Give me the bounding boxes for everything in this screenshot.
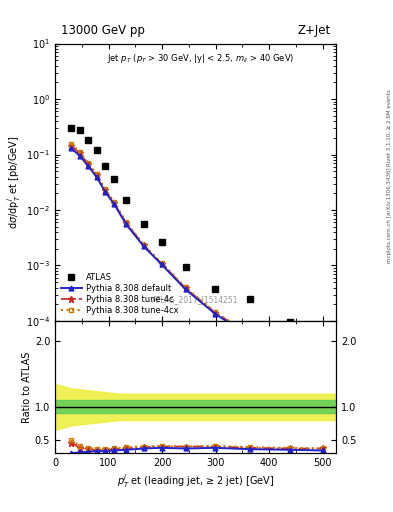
Pythia 8.308 tune-4cx [141,242,146,248]
Text: Z+Jet: Z+Jet [297,24,331,36]
Pythia 8.308 tune-4cx [94,171,99,177]
Text: mcplots.cern.ch [arXiv:1306.3436]: mcplots.cern.ch [arXiv:1306.3436] [387,167,392,263]
Pythia 8.308 tune-4cx [112,199,116,205]
Text: Jet $p_T$ ($p_T$ > 30 GeV, |y| < 2.5, $m_{ll}$ > 40 GeV): Jet $p_T$ ($p_T$ > 30 GeV, |y| < 2.5, $m… [107,52,295,65]
Pythia 8.308 default [94,174,99,180]
Pythia 8.308 tune-4c [77,150,82,156]
Pythia 8.308 tune-4cx [86,160,90,166]
Pythia 8.308 tune-4c [112,200,116,206]
Pythia 8.308 tune-4c [86,161,90,167]
Pythia 8.308 default [103,189,108,195]
Line: Pythia 8.308 tune-4cx: Pythia 8.308 tune-4cx [69,141,325,360]
Pythia 8.308 tune-4cx [183,284,188,290]
Pythia 8.308 tune-4cx [69,141,73,147]
Pythia 8.308 tune-4c [183,285,188,291]
Pythia 8.308 default [112,201,116,207]
Pythia 8.308 default [320,357,325,363]
Pythia 8.308 tune-4c [94,173,99,179]
Pythia 8.308 tune-4c [103,187,108,193]
ATLAS [288,319,292,325]
ATLAS [124,197,129,203]
Pythia 8.308 default [69,145,73,151]
Pythia 8.308 default [183,286,188,292]
Pythia 8.308 tune-4cx [288,350,292,356]
Text: 13000 GeV pp: 13000 GeV pp [61,24,145,36]
Text: Rivet 3.1.10, ≥ 2.6M events: Rivet 3.1.10, ≥ 2.6M events [387,90,392,166]
Pythia 8.308 tune-4c [320,354,325,360]
Pythia 8.308 default [124,221,129,227]
Pythia 8.308 tune-4cx [103,186,108,193]
Pythia 8.308 tune-4c [69,142,73,148]
Pythia 8.308 default [248,333,252,339]
ATLAS [213,286,217,292]
Pythia 8.308 tune-4c [159,261,164,267]
Y-axis label: d$\sigma$/dp$_T^j$ et [pb/GeV]: d$\sigma$/dp$_T^j$ et [pb/GeV] [6,136,23,229]
ATLAS [103,163,108,169]
Pythia 8.308 tune-4cx [159,260,164,266]
Line: Pythia 8.308 tune-4c: Pythia 8.308 tune-4c [68,142,326,361]
Pythia 8.308 tune-4c [288,350,292,356]
ATLAS [112,176,116,182]
Pythia 8.308 tune-4c [124,220,129,226]
Pythia 8.308 tune-4c [213,309,217,315]
ATLAS [94,147,99,153]
ATLAS [141,221,146,227]
Legend: ATLAS, Pythia 8.308 default, Pythia 8.308 tune-4c, Pythia 8.308 tune-4cx: ATLAS, Pythia 8.308 default, Pythia 8.30… [59,271,180,317]
Pythia 8.308 default [86,163,90,169]
Pythia 8.308 default [159,261,164,267]
Pythia 8.308 default [141,243,146,249]
ATLAS [183,264,188,270]
ATLAS [86,137,90,143]
ATLAS [248,296,252,302]
ATLAS [159,239,164,245]
ATLAS [77,126,82,133]
Pythia 8.308 default [288,352,292,358]
ATLAS [69,125,73,131]
Line: Pythia 8.308 default: Pythia 8.308 default [69,146,325,362]
Pythia 8.308 tune-4c [248,332,252,338]
Pythia 8.308 tune-4cx [248,331,252,337]
Line: ATLAS: ATLAS [68,125,326,331]
Pythia 8.308 default [213,311,217,317]
Pythia 8.308 tune-4cx [124,219,129,225]
Pythia 8.308 default [77,153,82,159]
ATLAS [320,325,325,331]
X-axis label: $p_T^j$ et (leading jet, ≥ 2 jet) [GeV]: $p_T^j$ et (leading jet, ≥ 2 jet) [GeV] [117,472,274,490]
Pythia 8.308 tune-4cx [213,309,217,315]
Pythia 8.308 tune-4cx [77,148,82,155]
Y-axis label: Ratio to ATLAS: Ratio to ATLAS [22,351,32,423]
Pythia 8.308 tune-4c [141,242,146,248]
Pythia 8.308 tune-4cx [320,354,325,360]
Text: ATLAS_2017_I1514251: ATLAS_2017_I1514251 [152,295,239,304]
